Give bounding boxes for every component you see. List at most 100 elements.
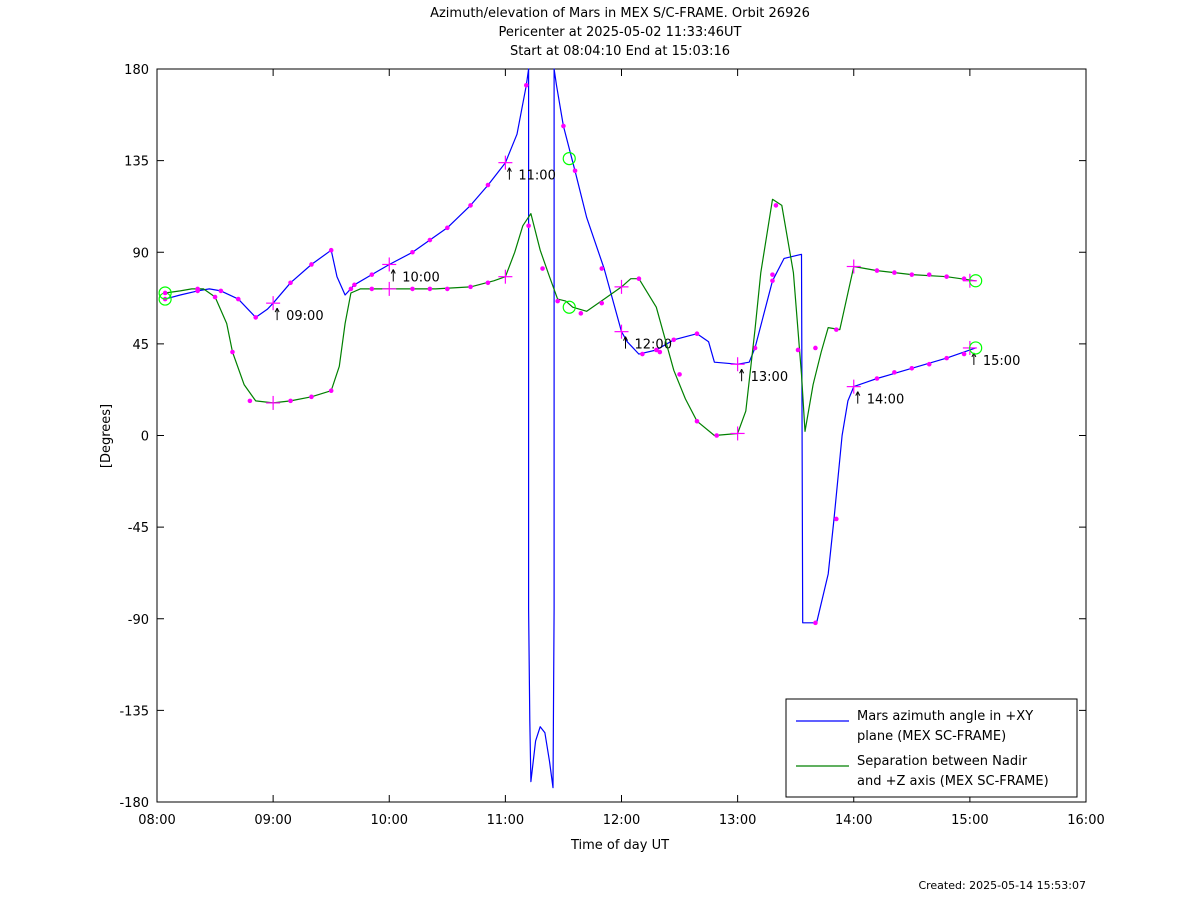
x-tick-label: 09:00: [254, 813, 291, 828]
data-point-azimuth: [694, 331, 700, 336]
data-point-separation: [657, 349, 663, 355]
data-point-separation: [892, 270, 897, 275]
data-point-separation: [926, 272, 932, 277]
data-point-separation: [636, 276, 642, 282]
hour-annotation-label: 11:00: [518, 169, 555, 184]
data-point-separation: [247, 398, 253, 404]
data-point-azimuth: [445, 225, 450, 231]
data-point-separation: [445, 286, 450, 292]
data-point-azimuth: [752, 345, 758, 351]
data-point-azimuth: [874, 376, 880, 381]
data-point-separation: [468, 284, 473, 290]
data-point-separation: [369, 286, 375, 292]
legend-label-azimuth-line-1: Mars azimuth angle in +XY: [857, 709, 1033, 724]
data-point-azimuth: [309, 262, 314, 267]
data-point-separation: [348, 286, 354, 292]
x-tick-label: 12:00: [603, 813, 640, 828]
data-point-separation: [578, 311, 584, 316]
data-point-azimuth: [892, 370, 897, 375]
legend-label-separation-line-1: Separation between Nadir: [857, 754, 1028, 769]
endpoint-circle-separation: [562, 151, 576, 166]
data-point-azimuth: [328, 247, 334, 253]
y-tick-label: -180: [119, 796, 149, 811]
data-point-azimuth: [926, 361, 932, 367]
data-point-separation: [795, 347, 801, 353]
data-point-separation: [485, 280, 491, 286]
data-point-azimuth: [523, 82, 529, 88]
x-tick-label: 14:00: [835, 813, 872, 828]
chart-title-line-1: Azimuth/elevation of Mars in MEX S/C-FRA…: [430, 6, 810, 21]
y-tick-label: 0: [141, 430, 149, 445]
hour-annotation-arrow: [739, 369, 743, 374]
data-point-separation: [773, 203, 779, 208]
series-layer: 09:00 10:00 11:00 12:00 13:00 14:00 15:00: [158, 68, 1020, 789]
y-axis-label: [Degrees]: [99, 404, 114, 468]
y-tick-label: -90: [128, 613, 149, 628]
data-point-separation: [714, 433, 720, 438]
hour-annotation-arrow: [274, 307, 278, 313]
legend-box: [785, 698, 1078, 798]
data-point-azimuth: [218, 288, 224, 294]
data-point-separation: [526, 223, 531, 229]
data-point-azimuth: [909, 366, 915, 371]
hour-annotation-label: 10:00: [402, 270, 439, 285]
data-point-separation: [813, 345, 818, 351]
data-point-separation: [961, 276, 967, 282]
hour-annotation-arrow: [508, 167, 512, 172]
data-point-azimuth: [813, 620, 818, 626]
data-point-separation: [410, 286, 415, 292]
data-point-separation: [944, 274, 949, 279]
hour-annotation-label: 14:00: [867, 393, 904, 408]
data-point-azimuth: [599, 266, 605, 271]
hour-annotation-arrow: [506, 167, 510, 172]
data-point-separation: [540, 266, 545, 271]
data-point-separation: [309, 394, 314, 400]
hour-annotation-arrow: [741, 369, 745, 374]
hour-annotation-arrow: [625, 336, 628, 341]
endpoint-circle-separation: [969, 274, 983, 288]
data-point-separation: [230, 349, 235, 355]
x-tick-label: 13:00: [719, 813, 756, 828]
y-tick-label: 45: [132, 338, 149, 353]
hour-annotation-arrow: [855, 391, 859, 396]
data-point-azimuth: [640, 351, 645, 357]
data-point-azimuth: [468, 203, 473, 208]
data-point-azimuth: [288, 280, 293, 286]
hour-annotation-arrow: [276, 307, 280, 313]
data-point-azimuth: [410, 249, 415, 255]
chart-title-line-3: Start at 08:04:10 End at 15:03:16: [509, 44, 731, 59]
hour-annotation-label: 12:00: [635, 338, 672, 353]
data-point-azimuth: [770, 278, 775, 284]
hour-annotation-label: 09:00: [286, 309, 323, 324]
plot-frame: [156, 68, 1087, 803]
x-axis-label: Time of day UT: [570, 838, 669, 853]
y-tick-label: -135: [119, 704, 149, 719]
data-point-separation: [427, 286, 433, 292]
hour-annotation-arrow: [623, 336, 626, 341]
data-point-separation: [212, 294, 218, 300]
series-line-separation: [165, 198, 976, 437]
legend: Mars azimuth angle in +XY plane (MEX SC-…: [785, 698, 1078, 798]
data-point-separation: [288, 398, 293, 404]
data-point-azimuth: [253, 315, 259, 320]
endpoint-circle-separation: [158, 286, 172, 300]
data-point-separation: [694, 418, 700, 424]
created-timestamp: Created: 2025-05-14 15:53:07: [918, 879, 1086, 892]
data-point-azimuth: [671, 337, 677, 343]
y-tick-label: -45: [128, 521, 149, 536]
data-point-azimuth: [944, 355, 949, 361]
y-tick-label: 135: [124, 155, 149, 170]
data-point-separation: [834, 327, 839, 332]
data-point-separation: [599, 300, 605, 306]
data-point-separation: [162, 290, 168, 296]
hour-annotation-arrow: [390, 269, 394, 274]
data-point-separation: [555, 298, 560, 304]
chart-title-line-2: Pericenter at 2025-05-02 11:33:46UT: [498, 25, 742, 40]
data-point-azimuth: [561, 123, 566, 129]
data-point-separation: [909, 272, 915, 277]
data-point-separation: [328, 388, 334, 394]
data-point-azimuth: [235, 296, 241, 302]
hour-annotation-label: 13:00: [751, 370, 788, 385]
data-point-separation: [770, 272, 775, 277]
